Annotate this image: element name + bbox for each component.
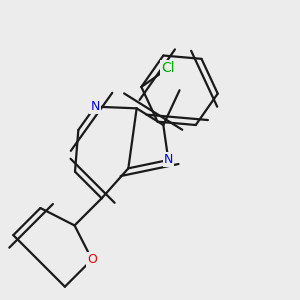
Text: O: O — [87, 253, 97, 266]
Text: N: N — [164, 154, 173, 166]
Text: N: N — [90, 100, 100, 113]
Text: Cl: Cl — [161, 61, 175, 75]
